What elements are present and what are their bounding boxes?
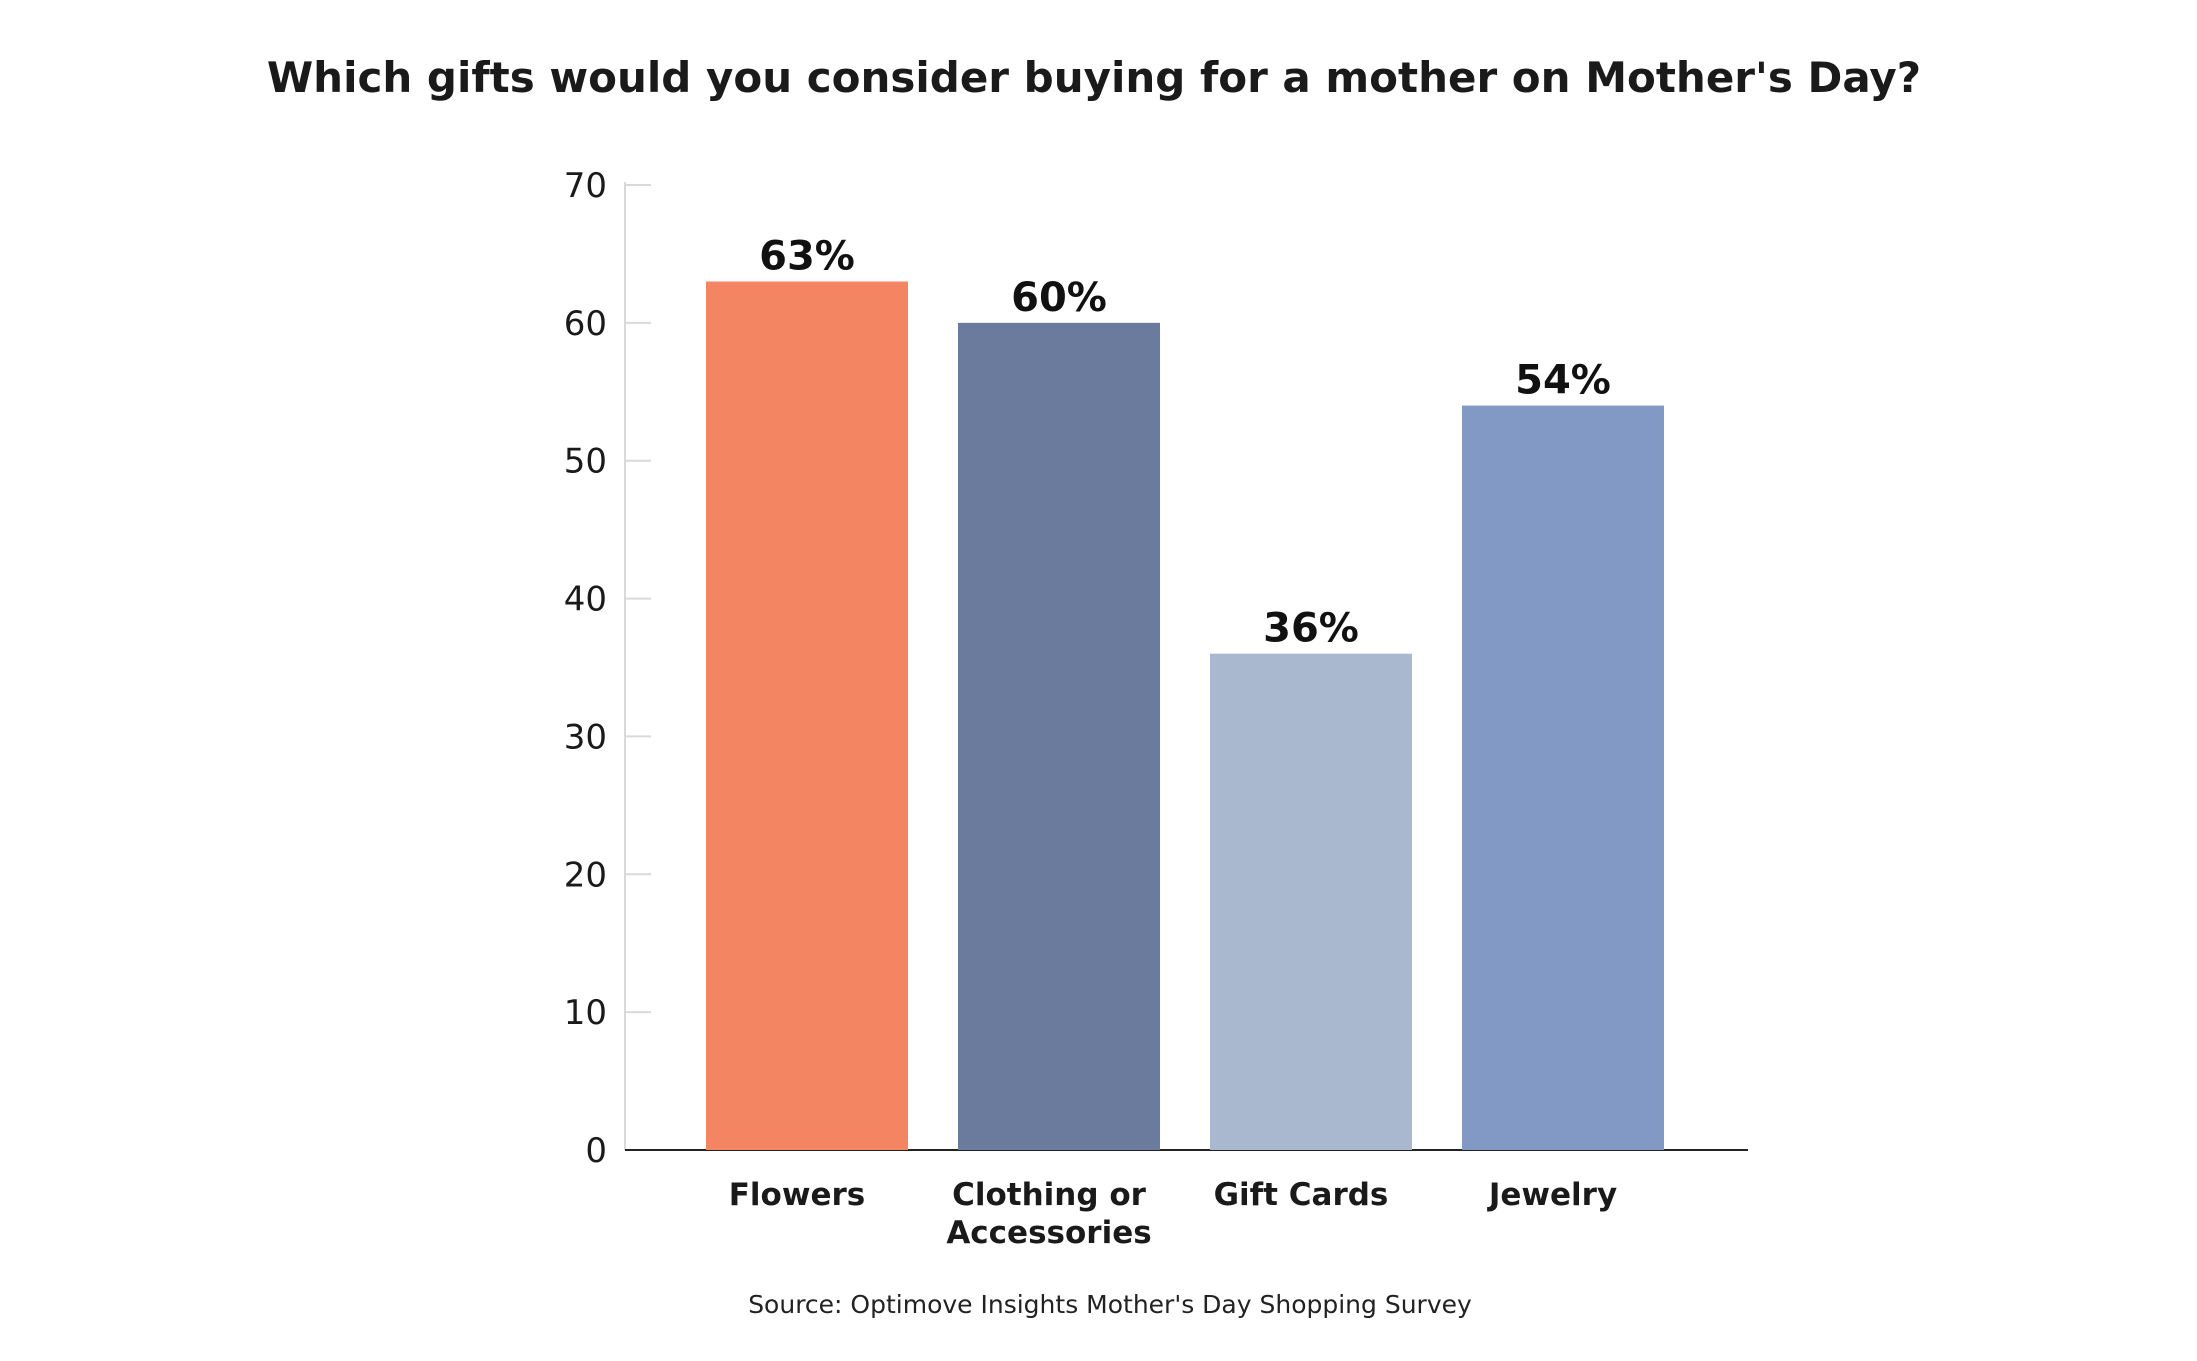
chart-title: Which gifts would you consider buying fo… (267, 53, 1921, 102)
chart-source: Source: Optimove Insights Mother's Day S… (748, 1290, 1472, 1319)
bar (706, 281, 908, 1150)
y-tick-label: 30 (564, 717, 607, 757)
bar-value-label: 63% (759, 234, 855, 280)
x-tick-label: Gift Cards (1214, 1177, 1389, 1213)
y-tick-label: 10 (564, 993, 607, 1033)
x-tick-label: Clothing or (952, 1177, 1147, 1213)
bars: 63% 60% 36% 54% (706, 234, 1664, 1151)
bar-value-label: 54% (1515, 358, 1611, 404)
bar-value-label: 36% (1263, 606, 1359, 652)
axes: 0 10 20 30 40 50 60 70 Flowers Clothing orAccesso… (564, 166, 1748, 1251)
y-tick-label: 60 (564, 304, 607, 344)
bar (1462, 405, 1664, 1151)
y-tick-label: 50 (564, 442, 607, 482)
y-tick-label: 40 (564, 580, 607, 620)
x-tick-label: Jewelry (1487, 1177, 1617, 1213)
y-tick-label: 20 (564, 855, 607, 895)
bar (958, 322, 1160, 1150)
x-tick-label: Accessories (946, 1215, 1151, 1251)
bar-value-label: 60% (1011, 275, 1107, 321)
bar (1210, 653, 1412, 1150)
x-tick-label: Flowers (729, 1177, 866, 1213)
y-tick-label: 0 (585, 1131, 607, 1171)
y-tick-label: 70 (564, 166, 607, 206)
